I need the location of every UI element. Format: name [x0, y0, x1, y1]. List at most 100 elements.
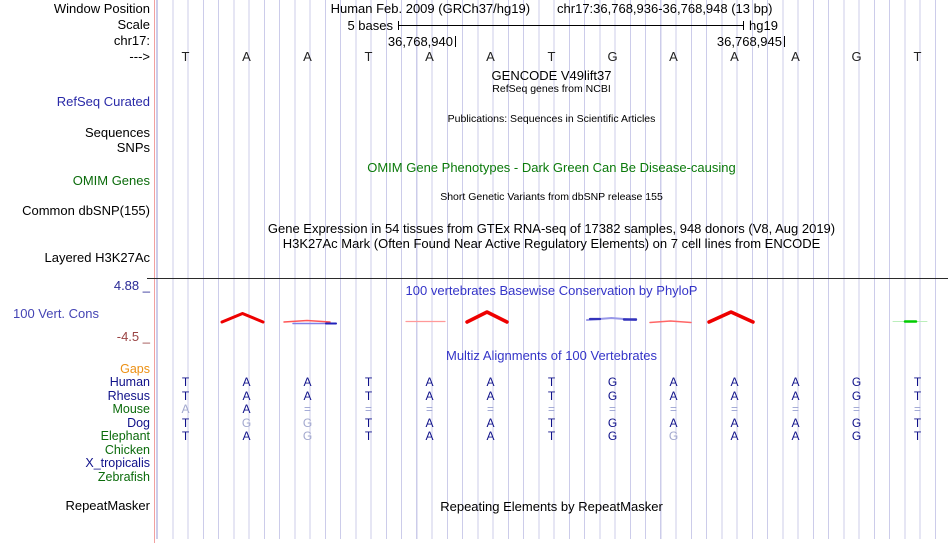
- assembly-date-text: Human Feb. 2009 (GRCh37/hg19): [330, 1, 531, 16]
- track-title-publications[interactable]: Publications: Sequences in Scientific Ar…: [447, 113, 656, 125]
- track-title-repeatmasker[interactable]: Repeating Elements by RepeatMasker: [440, 499, 663, 514]
- alignment-base: A: [730, 388, 739, 403]
- ruler-tick: [455, 36, 456, 47]
- sequence-base: G: [851, 49, 862, 64]
- track-label-100-vert-cons[interactable]: 100 Vert. Cons: [13, 306, 99, 321]
- window-position-line: Human Feb. 2009 (GRCh37/hg19) chr17:36,76…: [155, 1, 948, 16]
- track-label-layered-h3k27ac[interactable]: Layered H3K27Ac: [44, 250, 150, 265]
- position-range-text: chr17:36,768,936-36,768,948 (13 bp): [557, 1, 773, 16]
- conservation-min-value: -4.5 _: [116, 329, 150, 344]
- scale-value-text: 5 bases: [347, 18, 393, 33]
- track-label-repeatmasker[interactable]: RepeatMasker: [65, 498, 150, 513]
- track-label-snps[interactable]: SNPs: [116, 140, 150, 155]
- track-label-chrom[interactable]: chr17:: [113, 33, 150, 48]
- label-separator-line: [154, 0, 155, 543]
- alignment-base: =: [913, 402, 921, 417]
- alignment-base: A: [181, 402, 190, 417]
- alignment-base: T: [547, 388, 556, 403]
- alignment-base: A: [425, 429, 434, 444]
- species-label-gaps[interactable]: Gaps: [120, 361, 150, 376]
- alignment-base: A: [730, 375, 739, 390]
- species-label-elephant[interactable]: Elephant: [100, 429, 150, 444]
- species-label-rhesus[interactable]: Rhesus: [107, 388, 150, 403]
- alignment-base: T: [913, 415, 922, 430]
- alignment-base: A: [791, 375, 800, 390]
- alignment-base: G: [302, 415, 313, 430]
- track-separator-line: [147, 278, 948, 279]
- alignment-base: =: [547, 402, 555, 417]
- alignment-base: A: [242, 388, 251, 403]
- species-label-dog[interactable]: Dog: [127, 415, 150, 430]
- alignment-base: T: [364, 415, 373, 430]
- alignment-base: G: [607, 375, 618, 390]
- alignment-base: =: [669, 402, 677, 417]
- alignment-base: =: [608, 402, 616, 417]
- alignment-base: T: [547, 429, 556, 444]
- sequence-base: A: [242, 49, 251, 64]
- alignment-base: A: [486, 388, 495, 403]
- alignment-base: T: [913, 429, 922, 444]
- alignment-base: A: [669, 388, 678, 403]
- sequence-base: A: [730, 49, 739, 64]
- species-label-x_tropicalis[interactable]: X_tropicalis: [85, 456, 150, 471]
- alignment-base: =: [364, 402, 372, 417]
- track-title-refseq-ncbi[interactable]: RefSeq genes from NCBI: [492, 83, 611, 95]
- alignment-base: =: [486, 402, 494, 417]
- alignment-base: A: [303, 388, 312, 403]
- track-title-multiz[interactable]: Multiz Alignments of 100 Vertebrates: [445, 348, 657, 363]
- species-label-mouse[interactable]: Mouse: [112, 402, 150, 417]
- track-label-refseq-curated[interactable]: RefSeq Curated: [56, 94, 150, 109]
- alignment-base: G: [241, 415, 252, 430]
- track-title-h3k27ac[interactable]: H3K27Ac Mark (Often Found Near Active Re…: [282, 236, 821, 251]
- alignment-base: A: [791, 415, 800, 430]
- strand-arrow[interactable]: --->: [129, 49, 150, 64]
- alignment-base: G: [607, 429, 618, 444]
- conservation-max-value: 4.88 _: [113, 278, 150, 293]
- alignment-base: G: [607, 415, 618, 430]
- track-label-sequences[interactable]: Sequences: [84, 125, 150, 140]
- sequence-base: A: [425, 49, 434, 64]
- alignment-base: G: [851, 415, 862, 430]
- track-title-dbsnp[interactable]: Short Genetic Variants from dbSNP releas…: [440, 191, 663, 203]
- assembly-tag-text: hg19: [749, 18, 778, 33]
- track-title-gtex[interactable]: Gene Expression in 54 tissues from GTEx …: [267, 221, 836, 236]
- alignment-base: A: [242, 375, 251, 390]
- track-label-omim-genes[interactable]: OMIM Genes: [72, 173, 150, 188]
- sequence-base: A: [791, 49, 800, 64]
- alignment-base: A: [669, 415, 678, 430]
- alignment-base: G: [851, 429, 862, 444]
- ruler-tick: [784, 36, 785, 47]
- alignment-base: A: [791, 429, 800, 444]
- sequence-base: T: [181, 49, 190, 64]
- alignment-base: A: [486, 429, 495, 444]
- track-title-gencode[interactable]: GENCODE V49lift37: [491, 68, 612, 83]
- alignment-base: =: [730, 402, 738, 417]
- track-label-scale[interactable]: Scale: [117, 17, 150, 32]
- track-label-window-position[interactable]: Window Position: [53, 1, 150, 16]
- alignment-base: T: [181, 415, 190, 430]
- alignment-base: G: [851, 388, 862, 403]
- alignment-base: T: [181, 375, 190, 390]
- alignment-base: G: [302, 429, 313, 444]
- alignment-base: A: [730, 415, 739, 430]
- alignment-base: T: [181, 429, 190, 444]
- alignment-base: G: [668, 429, 679, 444]
- track-label-common-dbsnp[interactable]: Common dbSNP(155): [22, 203, 150, 218]
- sequence-base: A: [669, 49, 678, 64]
- alignment-base: A: [303, 375, 312, 390]
- alignment-base: T: [364, 388, 373, 403]
- track-title-omim[interactable]: OMIM Gene Phenotypes - Dark Green Can Be…: [367, 160, 736, 175]
- species-label-chicken[interactable]: Chicken: [104, 442, 150, 457]
- alignment-base: A: [669, 375, 678, 390]
- scale-bar: [398, 21, 744, 30]
- ruler-label-right: 36,768,945: [716, 34, 782, 49]
- track-title-phylop[interactable]: 100 vertebrates Basewise Conservation by…: [405, 283, 698, 298]
- species-label-zebrafish[interactable]: Zebrafish: [97, 469, 150, 484]
- sequence-base: A: [486, 49, 495, 64]
- ruler-label-left: 36,768,940: [387, 34, 453, 49]
- alignment-base: T: [913, 388, 922, 403]
- species-label-human[interactable]: Human: [109, 375, 150, 390]
- alignment-base: T: [364, 375, 373, 390]
- sequence-base: T: [547, 49, 556, 64]
